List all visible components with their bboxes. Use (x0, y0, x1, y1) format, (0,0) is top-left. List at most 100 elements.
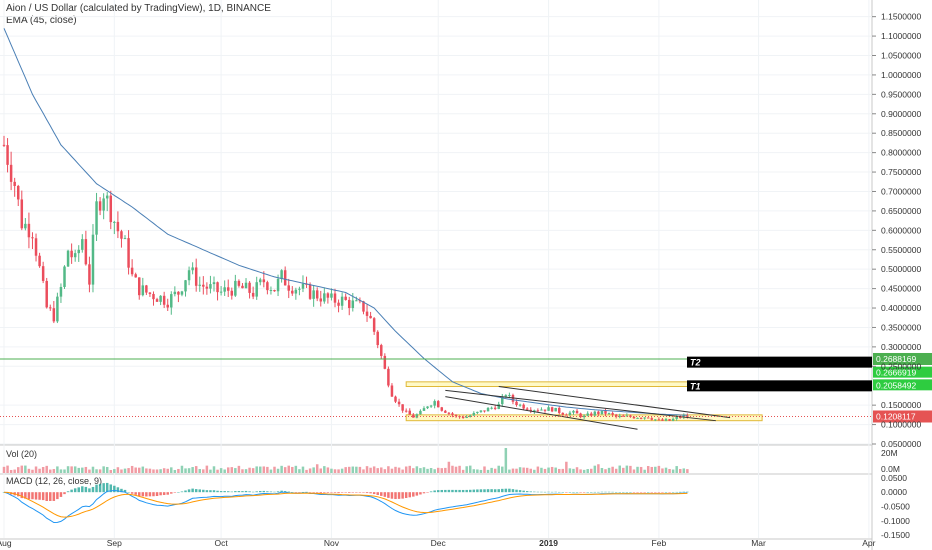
macd-histogram-bar (572, 492, 575, 493)
candle-body (522, 404, 525, 409)
macd-histogram-bar (490, 489, 493, 493)
candle-body (579, 413, 582, 418)
candle-body (376, 331, 379, 346)
macd-histogram-bar (198, 489, 202, 493)
support-price-tag (873, 352, 932, 365)
candle-body (98, 201, 102, 211)
macd-histogram-bar (518, 490, 522, 493)
macd-histogram-bar (618, 492, 621, 493)
macd-histogram-bar (41, 492, 45, 501)
volume-bar (237, 465, 241, 473)
candle-body (102, 198, 105, 211)
macd-histogram-bar (312, 492, 315, 493)
macd-tick-label: -0.1500 (881, 530, 910, 540)
volume-bar (611, 466, 614, 473)
candle-body (241, 285, 244, 289)
volume-bar (269, 469, 273, 473)
candle-body (575, 410, 579, 414)
volume-bar (91, 466, 95, 473)
volume-bar (127, 468, 130, 473)
time-tick-label: Feb (652, 538, 667, 548)
volume-bar (56, 466, 59, 473)
macd-histogram-bar (84, 486, 88, 493)
candle-body (191, 267, 194, 271)
candle-body (622, 415, 625, 417)
macd-histogram-bar (575, 492, 579, 493)
volume-bar (444, 467, 447, 473)
time-tick-label: Apr (862, 538, 875, 548)
volume-bar (643, 469, 646, 473)
macd-histogram-bar (102, 483, 105, 493)
macd-histogram-bar (52, 492, 56, 501)
macd-histogram-bar (291, 492, 294, 493)
macd-histogram-bar (70, 489, 73, 493)
candle-body (216, 282, 219, 293)
volume-bar (120, 469, 123, 473)
candle-body (49, 307, 52, 309)
candle-body (333, 293, 337, 303)
macd-histogram-bar (191, 488, 194, 493)
candle-body (454, 415, 458, 417)
macd-histogram-bar (337, 492, 340, 494)
candle-body (287, 285, 290, 291)
price-tick-label: 0.5500000 (881, 245, 921, 255)
signal-line (3, 491, 688, 518)
candle-body (355, 300, 358, 302)
volume-bar (116, 467, 120, 473)
trendline (445, 396, 638, 430)
candle-body (625, 415, 629, 417)
volume-bar (433, 469, 436, 473)
candle-body (387, 368, 390, 386)
macd-histogram-bar (646, 492, 650, 493)
macd-histogram-bar (394, 492, 397, 500)
candle-body (251, 292, 255, 297)
candles (2, 135, 689, 422)
candle-body (269, 289, 273, 291)
macd-histogram-bar (244, 490, 248, 493)
volume-bar (301, 466, 305, 473)
candle-body (525, 408, 529, 410)
price-tick-label: 0.6000000 (881, 225, 921, 235)
candle-body (326, 293, 330, 298)
macd-histogram-bar (173, 492, 177, 493)
volume-bar (20, 465, 24, 473)
volume-bar (59, 469, 63, 473)
candle-body (63, 266, 66, 287)
macd-histogram-bar (426, 492, 429, 493)
volume-bar (408, 465, 411, 473)
volume-bar (162, 468, 166, 473)
macd-histogram-bar (650, 492, 654, 493)
volume-bar (664, 467, 668, 473)
candle-body (162, 295, 166, 305)
macd-histogram-bar (600, 491, 604, 493)
candle-body (675, 416, 678, 419)
volume-bar (170, 467, 173, 473)
macd-histogram-bar (49, 492, 52, 501)
volume-bar (355, 466, 358, 473)
candle-body (166, 304, 169, 308)
candle-body (95, 201, 98, 235)
macd-histogram-bar (95, 484, 98, 493)
macd-histogram-bar (401, 492, 404, 499)
candle-body (444, 410, 447, 413)
macd-histogram-bar (170, 492, 173, 494)
time-tick-label: Aug (0, 538, 12, 548)
candle-body (91, 234, 95, 285)
candle-body (639, 417, 643, 419)
macd-histogram-bar (358, 492, 362, 493)
candle-body (230, 290, 234, 296)
candle-body (34, 238, 38, 256)
candle-body (678, 416, 682, 418)
macd-histogram-bar (372, 492, 376, 495)
macd-histogram-bar (444, 489, 447, 493)
volume-bar (372, 466, 376, 473)
volume-bar (152, 469, 155, 473)
candle-body (465, 416, 468, 418)
candle-body (24, 223, 27, 229)
candle-body (657, 419, 661, 421)
macd-histogram-bar (120, 488, 123, 493)
macd-histogram-bar (686, 491, 689, 493)
volume-bar (38, 468, 41, 473)
candle-body (593, 411, 597, 416)
